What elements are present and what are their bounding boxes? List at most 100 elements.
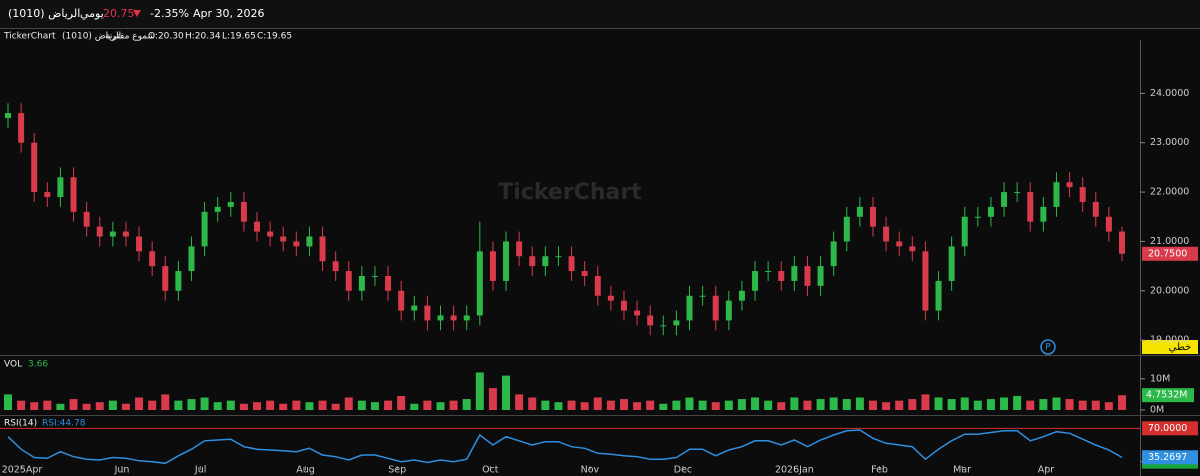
volume-bar bbox=[1026, 400, 1035, 410]
volume-bar bbox=[69, 399, 78, 410]
candle-body bbox=[358, 275, 365, 291]
x-tick-label: Feb bbox=[871, 465, 888, 476]
candle-body bbox=[319, 236, 326, 262]
change: -2.35% bbox=[150, 7, 189, 20]
y-tick-box bbox=[1142, 421, 1198, 436]
volume-bar bbox=[423, 400, 432, 410]
candle-body bbox=[463, 315, 470, 321]
volume-bar bbox=[751, 397, 760, 410]
volume-bar bbox=[790, 397, 799, 410]
volume-bar bbox=[305, 402, 314, 410]
candle-body bbox=[830, 241, 837, 267]
volume-bar bbox=[855, 397, 864, 410]
ohlc-open: O:20.30 bbox=[148, 32, 184, 42]
volume-bar bbox=[1091, 400, 1100, 410]
candle-body bbox=[227, 201, 234, 207]
candle-body bbox=[240, 201, 247, 222]
volume-bar bbox=[868, 400, 877, 410]
candle-body bbox=[175, 271, 182, 291]
candle-body bbox=[83, 211, 90, 227]
volume-bar bbox=[187, 399, 196, 410]
down-arrow bbox=[133, 10, 141, 17]
candle-body bbox=[607, 295, 614, 301]
volume-bar bbox=[200, 397, 209, 410]
volume-bar bbox=[449, 400, 458, 410]
mode-button[interactable] bbox=[1142, 340, 1198, 354]
candle-body bbox=[1014, 192, 1021, 194]
volume-bar bbox=[567, 400, 576, 410]
chart-symbol: الرياض (1010) bbox=[62, 32, 121, 42]
candle-body bbox=[765, 271, 772, 273]
candle-body bbox=[961, 216, 968, 247]
x-tick-label: Nov bbox=[581, 465, 600, 476]
volume-bar bbox=[1065, 399, 1074, 410]
x-tick-label: Oct bbox=[482, 465, 499, 476]
candle-body bbox=[935, 280, 942, 311]
candle-body bbox=[634, 310, 641, 316]
candle-body bbox=[31, 142, 38, 193]
volume-bar bbox=[121, 403, 130, 410]
candle-body bbox=[450, 315, 457, 321]
volume-bar bbox=[672, 400, 681, 410]
candle-body bbox=[1119, 231, 1125, 254]
last-price-label: 20.7500 bbox=[1148, 248, 1187, 259]
volume-bar bbox=[226, 400, 235, 410]
volume-bar bbox=[973, 400, 982, 410]
candle-body bbox=[752, 271, 759, 291]
watermark: TickerChart bbox=[498, 180, 642, 205]
price: 20.75 bbox=[103, 7, 135, 20]
candle-body bbox=[568, 256, 575, 272]
volume-bar bbox=[1052, 397, 1061, 410]
volume-bar bbox=[475, 372, 484, 410]
volume-bar bbox=[82, 403, 91, 410]
volume-bar bbox=[135, 397, 144, 410]
x-tick-label: Dec bbox=[674, 465, 692, 476]
x-tick-label: Apr bbox=[1038, 465, 1055, 476]
volume-bar bbox=[646, 400, 655, 410]
ohlc-close: C:19.65 bbox=[257, 32, 292, 42]
candle-body bbox=[909, 246, 916, 252]
top-bar bbox=[0, 0, 1200, 28]
candle-body bbox=[1079, 187, 1086, 202]
candle-body bbox=[883, 226, 890, 242]
candle-body bbox=[5, 113, 11, 119]
volume-bar bbox=[711, 402, 720, 410]
volume-bar bbox=[30, 402, 39, 410]
volume-bar bbox=[842, 399, 851, 410]
candle-body bbox=[647, 315, 654, 326]
candle-body bbox=[122, 231, 129, 237]
volume-bar bbox=[502, 375, 511, 410]
volume-bar bbox=[515, 394, 524, 410]
p-icon-label: P bbox=[1045, 343, 1051, 353]
last-volume-box bbox=[1142, 388, 1194, 403]
candle-body bbox=[332, 261, 339, 272]
candle-body bbox=[280, 236, 287, 242]
volume-bar bbox=[934, 397, 943, 410]
volume-bar bbox=[698, 400, 707, 410]
y-tick-label: 20.0000 bbox=[1150, 285, 1189, 296]
y-tick-label: 10M bbox=[1150, 373, 1170, 384]
candle-body bbox=[44, 192, 51, 198]
candle-body bbox=[1027, 192, 1034, 222]
candle-body bbox=[1053, 182, 1060, 207]
period[interactable]: يومي bbox=[80, 7, 104, 20]
x-tick-label: Aug bbox=[296, 465, 315, 476]
last-rsi-label: 35.2697 bbox=[1148, 452, 1187, 463]
candle-body bbox=[437, 315, 444, 321]
candle-body bbox=[201, 211, 208, 247]
volume-bar bbox=[266, 400, 275, 410]
volume-bar bbox=[882, 402, 891, 410]
candle-body bbox=[817, 266, 824, 286]
volume-bar bbox=[174, 400, 183, 410]
rsi-line bbox=[7, 429, 1123, 465]
candle-body bbox=[529, 256, 536, 267]
last-rsi-box bbox=[1142, 450, 1198, 465]
candle-body bbox=[188, 246, 195, 272]
panel-label: RSI(14) bbox=[4, 419, 37, 429]
panel-value: 3.66 bbox=[28, 360, 48, 370]
volume-bar bbox=[593, 397, 602, 410]
p-icon[interactable] bbox=[1040, 339, 1056, 355]
volume-bar bbox=[777, 402, 786, 410]
panel-value: RSI:44.78 bbox=[42, 419, 86, 429]
